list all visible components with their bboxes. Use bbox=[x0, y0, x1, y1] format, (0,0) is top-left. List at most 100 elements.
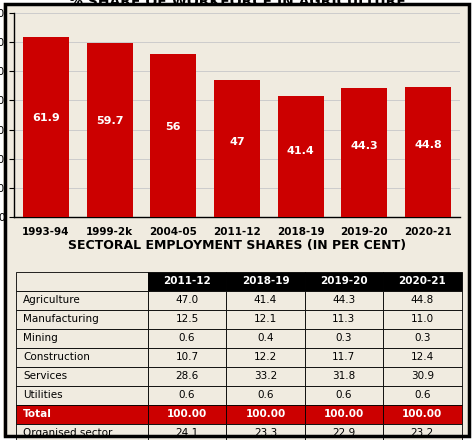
Bar bbox=[17, 405, 148, 424]
Text: 11.3: 11.3 bbox=[332, 314, 356, 324]
Bar bbox=[148, 367, 226, 386]
Bar bbox=[383, 310, 462, 329]
Text: 0.3: 0.3 bbox=[336, 333, 352, 343]
Text: Manufacturing: Manufacturing bbox=[23, 314, 99, 324]
Text: 100.00: 100.00 bbox=[324, 409, 364, 419]
Bar bbox=[17, 348, 148, 367]
Bar bbox=[17, 424, 148, 440]
Text: 61.9: 61.9 bbox=[32, 113, 60, 123]
Text: Utilities: Utilities bbox=[23, 390, 63, 400]
Text: 100.00: 100.00 bbox=[402, 409, 442, 419]
Text: 100.00: 100.00 bbox=[167, 409, 207, 419]
Text: 31.8: 31.8 bbox=[332, 371, 356, 381]
Text: 23.2: 23.2 bbox=[411, 428, 434, 438]
Bar bbox=[305, 386, 383, 405]
Bar bbox=[405, 87, 451, 217]
Bar bbox=[17, 310, 148, 329]
Bar bbox=[305, 424, 383, 440]
Bar bbox=[305, 310, 383, 329]
Bar bbox=[148, 290, 226, 310]
Text: 30.9: 30.9 bbox=[411, 371, 434, 381]
Text: 56: 56 bbox=[165, 122, 181, 132]
Text: 44.8: 44.8 bbox=[414, 140, 442, 150]
Bar bbox=[226, 386, 305, 405]
Bar bbox=[383, 271, 462, 290]
Bar bbox=[305, 271, 383, 290]
Text: Organised sector: Organised sector bbox=[23, 428, 112, 438]
Bar bbox=[150, 54, 196, 217]
Bar bbox=[226, 329, 305, 348]
Bar bbox=[383, 348, 462, 367]
Bar bbox=[226, 405, 305, 424]
Bar bbox=[148, 424, 226, 440]
Bar bbox=[148, 405, 226, 424]
Text: 2020-21: 2020-21 bbox=[399, 276, 446, 286]
Text: 0.6: 0.6 bbox=[257, 390, 274, 400]
Text: Total: Total bbox=[23, 409, 52, 419]
Text: 2018-19: 2018-19 bbox=[242, 276, 289, 286]
Bar bbox=[305, 329, 383, 348]
Bar bbox=[341, 88, 387, 217]
Text: Mining: Mining bbox=[23, 333, 58, 343]
Text: Construction: Construction bbox=[23, 352, 90, 362]
Bar bbox=[383, 386, 462, 405]
Text: 12.1: 12.1 bbox=[254, 314, 277, 324]
Text: 0.6: 0.6 bbox=[179, 390, 195, 400]
Text: 0.4: 0.4 bbox=[257, 333, 274, 343]
Text: 0.6: 0.6 bbox=[179, 333, 195, 343]
Text: 22.9: 22.9 bbox=[332, 428, 356, 438]
Bar bbox=[17, 386, 148, 405]
Text: 28.6: 28.6 bbox=[175, 371, 199, 381]
Bar bbox=[148, 386, 226, 405]
Text: 44.3: 44.3 bbox=[350, 141, 378, 151]
Text: 44.3: 44.3 bbox=[332, 295, 356, 305]
Bar bbox=[383, 290, 462, 310]
Text: 2011-12: 2011-12 bbox=[163, 276, 211, 286]
Text: 47.0: 47.0 bbox=[175, 295, 199, 305]
Bar bbox=[383, 424, 462, 440]
Text: 0.6: 0.6 bbox=[336, 390, 352, 400]
Bar bbox=[148, 271, 226, 290]
Text: 11.0: 11.0 bbox=[411, 314, 434, 324]
Bar bbox=[214, 80, 260, 217]
Bar bbox=[305, 290, 383, 310]
Text: 12.5: 12.5 bbox=[175, 314, 199, 324]
Text: 44.8: 44.8 bbox=[411, 295, 434, 305]
Text: 0.3: 0.3 bbox=[414, 333, 430, 343]
Bar bbox=[305, 348, 383, 367]
Bar bbox=[148, 310, 226, 329]
Bar bbox=[383, 405, 462, 424]
Text: 10.7: 10.7 bbox=[175, 352, 199, 362]
Bar bbox=[17, 329, 148, 348]
Bar bbox=[226, 271, 305, 290]
Bar bbox=[305, 367, 383, 386]
Bar bbox=[383, 367, 462, 386]
Bar bbox=[305, 405, 383, 424]
Text: 0.6: 0.6 bbox=[414, 390, 430, 400]
Text: Agriculture: Agriculture bbox=[23, 295, 81, 305]
Bar bbox=[226, 310, 305, 329]
Text: 41.4: 41.4 bbox=[254, 295, 277, 305]
Text: 24.1: 24.1 bbox=[175, 428, 199, 438]
Text: 2019-20: 2019-20 bbox=[320, 276, 368, 286]
Text: 12.4: 12.4 bbox=[411, 352, 434, 362]
Text: 33.2: 33.2 bbox=[254, 371, 277, 381]
Bar bbox=[17, 290, 148, 310]
Text: Services: Services bbox=[23, 371, 67, 381]
Bar bbox=[278, 96, 324, 217]
Title: % SHARE OF WORKFORCE IN AGRICULTURE: % SHARE OF WORKFORCE IN AGRICULTURE bbox=[69, 0, 405, 9]
Bar bbox=[17, 367, 148, 386]
Text: SECTORAL EMPLOYMENT SHARES (IN PER CENT): SECTORAL EMPLOYMENT SHARES (IN PER CENT) bbox=[68, 238, 406, 252]
Bar bbox=[23, 37, 69, 217]
Bar bbox=[226, 424, 305, 440]
Bar bbox=[148, 348, 226, 367]
Bar bbox=[87, 43, 133, 217]
Bar bbox=[148, 329, 226, 348]
Bar bbox=[226, 348, 305, 367]
Text: 47: 47 bbox=[229, 137, 245, 147]
Bar bbox=[17, 271, 148, 290]
Text: 100.00: 100.00 bbox=[246, 409, 286, 419]
Text: 41.4: 41.4 bbox=[287, 146, 315, 156]
Text: 12.2: 12.2 bbox=[254, 352, 277, 362]
Text: 11.7: 11.7 bbox=[332, 352, 356, 362]
